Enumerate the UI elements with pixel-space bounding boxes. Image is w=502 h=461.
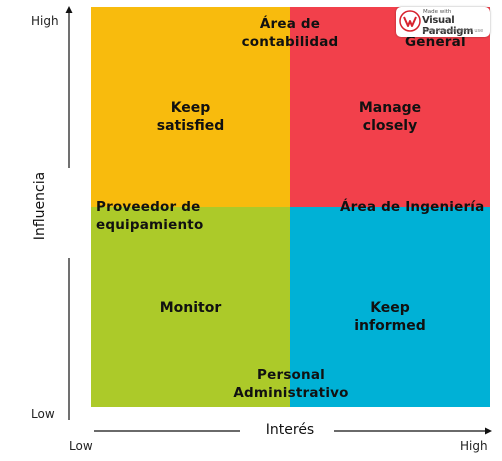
stakeholder-area-contabilidad: Área de contabilidad (241, 16, 339, 50)
quadrant-manage-closely (290, 7, 490, 207)
stakeholder-area-ingenieria: Área de Ingeniería (340, 199, 485, 215)
quadrant-label-monitor: Monitor (159, 300, 222, 316)
quadrant-monitor (91, 207, 290, 407)
stakeholder-personal-administrativo: Personal Administrativo (233, 367, 349, 401)
quadrant-keep-satisfied (91, 7, 290, 207)
quadrant-label-manage-closely: Manage closely (358, 100, 422, 134)
quadrant-keep-informed (290, 207, 490, 407)
y-axis-low-label: Low (31, 407, 55, 421)
x-axis-high-label: High (460, 439, 488, 453)
y-axis-high-label: High (31, 14, 59, 28)
x-axis-title: Interés (265, 422, 315, 438)
watermark-note: For non-commercial use (423, 28, 484, 34)
stakeholder-general: General (405, 34, 466, 50)
x-axis-arrowhead (485, 427, 492, 435)
watermark-brand: Visual Paradigm (422, 15, 474, 37)
watermark-made-with: Made with (423, 9, 452, 15)
y-axis-arrowhead (65, 6, 73, 13)
visual-paradigm-watermark: Made with Visual Paradigm For non-commer… (396, 7, 490, 37)
x-axis-low-label: Low (69, 439, 93, 453)
visual-paradigm-logo-icon (399, 10, 421, 32)
quadrant-label-keep-informed: Keep informed (354, 300, 426, 334)
y-axis-title: Influencia (32, 171, 48, 241)
stakeholder-proveedor: Proveedor de equipamiento (96, 199, 204, 233)
quadrant-label-keep-satisfied: Keep satisfied (156, 100, 225, 134)
